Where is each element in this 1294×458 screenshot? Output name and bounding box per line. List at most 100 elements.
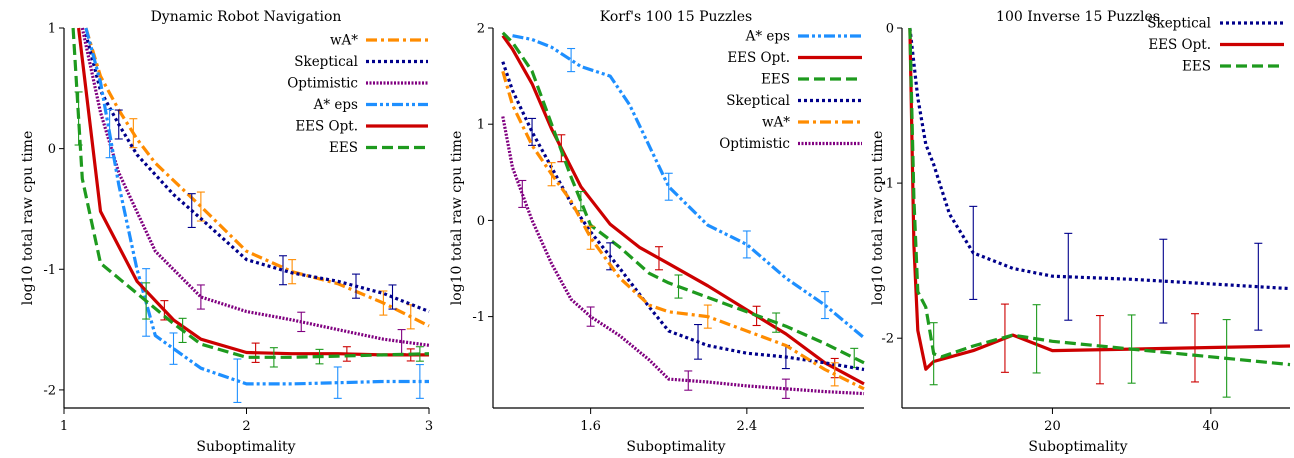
error-bar <box>1032 304 1041 374</box>
series-line <box>84 27 430 328</box>
error-bar <box>1064 232 1073 321</box>
chart-dynamic-robot-navigation: Dynamic Robot Navigation log10 total raw… <box>20 9 433 455</box>
series-astar_eps <box>512 34 866 340</box>
series-line <box>501 34 865 386</box>
y-tick-label: -2 <box>43 383 56 398</box>
legend-label: EES Opt. <box>1148 37 1211 53</box>
error-bar <box>772 312 781 333</box>
series-line <box>908 27 1291 291</box>
series-wastar <box>84 27 430 330</box>
x-tick-label: 2 <box>242 419 250 434</box>
error-bar <box>279 255 287 286</box>
error-bar <box>415 364 424 399</box>
x-tick-label: 3 <box>425 419 433 434</box>
error-bar <box>352 273 360 299</box>
x-axis-label: Suboptimality <box>196 439 295 455</box>
y-tick-label: 1 <box>477 118 485 133</box>
error-bar <box>547 162 556 187</box>
error-bar <box>297 311 306 333</box>
chart-korfs-100-15-puzzles: Korf's 100 15 Puzzles log10 total raw cp… <box>449 9 866 455</box>
error-bar <box>342 346 351 362</box>
series-line <box>84 33 430 313</box>
error-bar <box>674 274 683 299</box>
series-skeptical <box>84 33 430 313</box>
series-line <box>501 61 865 372</box>
series-astar_eps <box>84 27 429 404</box>
error-bar <box>415 346 424 362</box>
legend-label: wA* <box>762 115 790 131</box>
y-tick-label: 0 <box>477 214 485 229</box>
series-ees <box>71 27 430 368</box>
y-tick-label: 0 <box>48 142 56 157</box>
y-tick-label: 2 <box>477 22 485 37</box>
error-bar <box>129 118 138 149</box>
y-tick-label: -1 <box>472 310 485 325</box>
error-bar <box>1254 242 1263 331</box>
x-axis-label: Suboptimality <box>626 439 725 455</box>
error-bar <box>576 190 585 212</box>
chart-100-inverse-15-puzzles: 100 Inverse 15 Puzzles log10 total raw c… <box>870 9 1291 455</box>
chart-title: Dynamic Robot Navigation <box>151 9 342 25</box>
error-bar <box>1127 314 1136 384</box>
series-ees_opt <box>77 27 429 363</box>
error-bar <box>1222 319 1231 398</box>
series-line <box>908 27 1291 367</box>
error-bar <box>528 117 537 146</box>
error-bar <box>742 230 751 259</box>
error-bar <box>142 282 151 320</box>
series-ees_opt <box>501 34 865 386</box>
error-bar <box>233 358 242 404</box>
legend-label: Skeptical <box>1147 16 1211 32</box>
error-bar <box>586 225 595 250</box>
legend-label: wA* <box>330 33 358 49</box>
legend-label: EES <box>1182 59 1211 75</box>
legend-label: Optimistic <box>287 76 358 92</box>
error-bar <box>196 284 205 310</box>
legend: Skeptical EES Opt. EES <box>1147 16 1284 75</box>
chart-title: Korf's 100 15 Puzzles <box>600 9 752 25</box>
legend: wA* Skeptical Optimistic A* eps EES Opt. EES <box>287 33 428 156</box>
series-line <box>512 34 866 340</box>
series-line <box>501 116 865 396</box>
chart-title: 100 Inverse 15 Puzzles <box>996 9 1160 25</box>
series-optimistic <box>80 27 430 355</box>
series-ees <box>501 31 865 369</box>
legend-label: A* eps <box>313 97 358 113</box>
x-tick-label: 40 <box>1203 419 1220 434</box>
x-tick-label: 20 <box>1044 419 1061 434</box>
error-bar <box>178 317 187 344</box>
error-bar <box>586 306 595 327</box>
error-bar <box>830 362 839 387</box>
error-bar <box>703 304 712 329</box>
legend-label: EES <box>329 140 358 156</box>
y-axis-label: log10 total raw cpu time <box>20 131 36 306</box>
error-bar <box>196 191 205 222</box>
error-bar <box>269 347 278 368</box>
error-bar <box>1159 238 1168 324</box>
series-line <box>71 27 430 359</box>
error-bar <box>1095 315 1104 385</box>
x-tick-label: 1.6 <box>580 419 601 434</box>
legend: A* eps EES Opt. EES Skeptical wA* Optimistic <box>719 29 862 152</box>
legend-label: Skeptical <box>726 93 790 109</box>
legend-label: Optimistic <box>719 136 790 152</box>
y-tick-label: -1 <box>43 263 56 278</box>
legend-label: A* eps <box>745 29 790 45</box>
error-bar <box>251 342 260 363</box>
error-bar <box>781 378 790 399</box>
error-bar <box>169 332 178 365</box>
series-line <box>501 31 865 365</box>
series-line <box>77 27 429 357</box>
error-bar <box>654 246 663 271</box>
error-bar <box>114 109 123 140</box>
legend-label: Skeptical <box>294 54 358 70</box>
error-bar <box>74 91 83 146</box>
series-line <box>84 27 429 386</box>
error-bar <box>379 290 388 316</box>
error-bar <box>567 47 576 73</box>
legend-label: EES <box>761 72 790 88</box>
series-skeptical <box>501 61 865 372</box>
y-axis-label: log10 total raw cpu time <box>449 131 465 306</box>
series-optimistic <box>501 116 865 399</box>
legend-label: EES Opt. <box>727 50 790 66</box>
